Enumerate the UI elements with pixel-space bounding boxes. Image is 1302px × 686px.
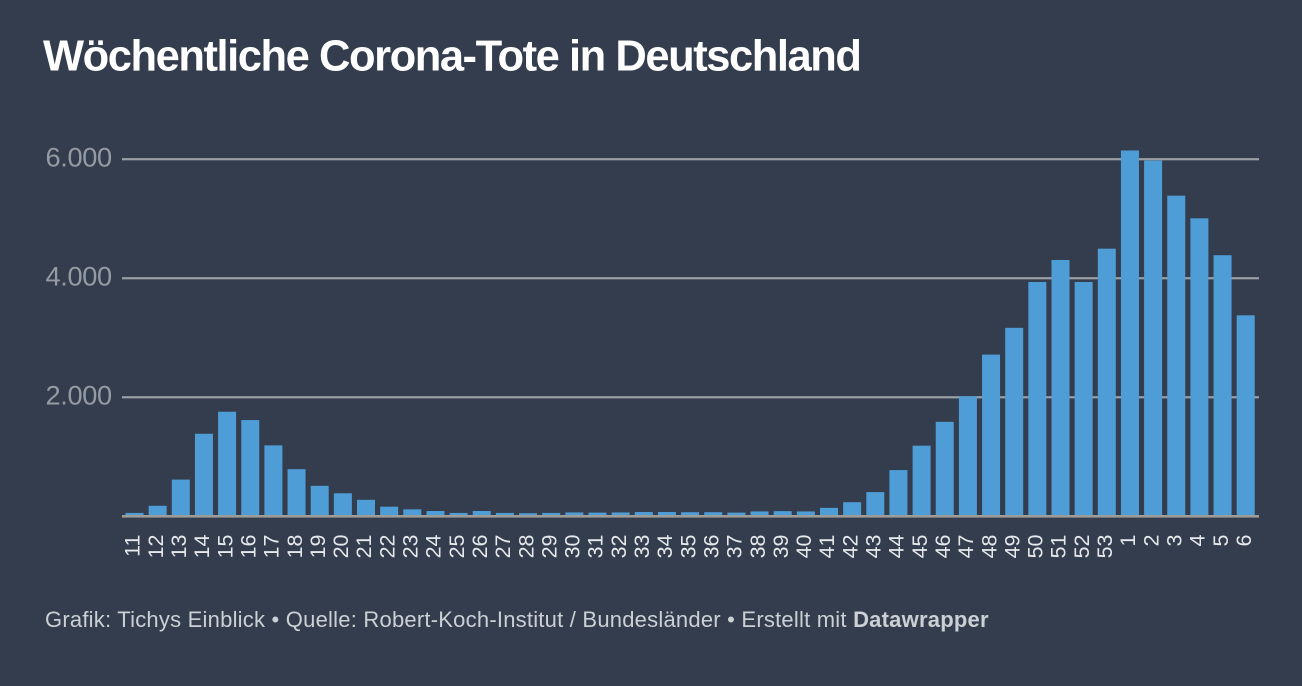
svg-text:27: 27 [491, 535, 515, 559]
svg-text:42: 42 [838, 535, 862, 559]
svg-text:52: 52 [1070, 535, 1094, 559]
svg-text:26: 26 [468, 534, 492, 558]
svg-text:15: 15 [213, 534, 237, 558]
svg-text:6.000: 6.000 [46, 142, 113, 173]
svg-text:43: 43 [862, 534, 886, 558]
svg-text:23: 23 [399, 534, 423, 558]
svg-text:Wöchentliche Corona-Tote in De: Wöchentliche Corona-Tote in Deutschland [43, 33, 861, 81]
svg-text:11: 11 [121, 535, 145, 557]
svg-text:30: 30 [561, 534, 585, 558]
svg-text:45: 45 [908, 534, 932, 558]
svg-text:20: 20 [329, 534, 353, 558]
svg-text:46: 46 [931, 534, 955, 558]
svg-text:28: 28 [514, 534, 538, 558]
svg-text:2.000: 2.000 [46, 380, 113, 411]
svg-text:22: 22 [375, 535, 399, 559]
svg-text:16: 16 [236, 534, 260, 558]
svg-text:33: 33 [630, 534, 654, 558]
svg-text:41: 41 [815, 535, 839, 559]
svg-text:2: 2 [1139, 535, 1163, 547]
svg-text:3: 3 [1162, 534, 1186, 546]
svg-text:40: 40 [792, 534, 816, 558]
svg-text:4: 4 [1186, 534, 1210, 546]
svg-text:53: 53 [1093, 534, 1117, 558]
svg-text:34: 34 [653, 534, 677, 558]
svg-text:48: 48 [977, 534, 1001, 558]
svg-text:51: 51 [1047, 535, 1071, 559]
svg-text:4.000: 4.000 [46, 261, 113, 292]
svg-text:47: 47 [954, 535, 978, 559]
svg-text:19: 19 [306, 535, 330, 559]
svg-text:49: 49 [1000, 535, 1024, 559]
svg-text:18: 18 [283, 534, 307, 558]
svg-text:31: 31 [584, 535, 608, 559]
svg-text:1: 1 [1116, 535, 1140, 547]
svg-text:50: 50 [1024, 534, 1048, 558]
svg-text:39: 39 [769, 535, 793, 559]
svg-text:29: 29 [537, 535, 561, 559]
svg-text:12: 12 [144, 535, 168, 559]
svg-text:6: 6 [1232, 534, 1256, 546]
svg-text:37: 37 [723, 535, 747, 559]
svg-text:Grafik: Tichys Einblick • Quel: Grafik: Tichys Einblick • Quelle: Robert… [45, 607, 989, 632]
svg-text:44: 44 [885, 534, 909, 558]
svg-text:35: 35 [676, 534, 700, 558]
svg-text:21: 21 [352, 535, 376, 559]
svg-text:38: 38 [746, 534, 770, 558]
svg-text:24: 24 [422, 534, 446, 558]
svg-text:32: 32 [607, 535, 631, 559]
svg-text:5: 5 [1209, 534, 1233, 546]
svg-text:36: 36 [699, 534, 723, 558]
svg-text:17: 17 [260, 535, 284, 559]
svg-text:14: 14 [190, 534, 214, 558]
svg-text:13: 13 [167, 534, 191, 558]
svg-text:25: 25 [445, 534, 469, 558]
